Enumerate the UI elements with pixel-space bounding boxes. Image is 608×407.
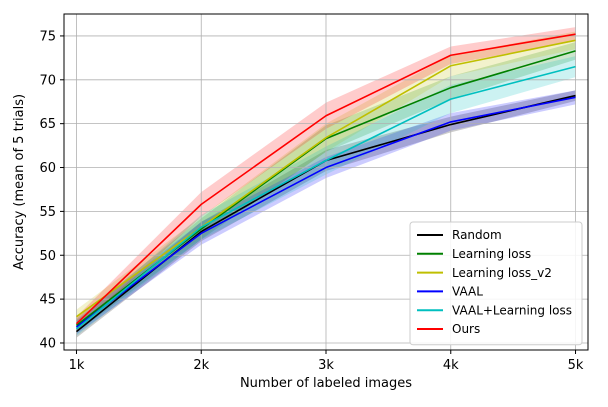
y-axis-label: Accuracy (mean of 5 trials) <box>12 94 27 270</box>
line-vaal-learning-loss <box>75 65 576 330</box>
y-tick-label: 75 <box>39 29 56 44</box>
x-tick-label: 3k <box>318 358 334 373</box>
x-tick-label: 2k <box>193 358 209 373</box>
band-vaal <box>76 90 576 335</box>
legend-item-vaal-learning-loss: VAAL+Learning loss <box>417 303 572 317</box>
legend-label: Random <box>452 228 502 242</box>
y-tick-label: 40 <box>39 336 56 351</box>
x-tick-label: 5k <box>568 358 584 373</box>
line-ours <box>75 33 576 325</box>
confidence-bands <box>76 27 576 338</box>
band-vaal-learning-loss <box>76 56 576 336</box>
band-learning-loss <box>76 42 576 333</box>
y-tick-label: 70 <box>39 73 56 88</box>
line-learning-loss-v2 <box>76 39 576 318</box>
series-lines <box>75 33 576 333</box>
y-tick-label: 60 <box>39 161 56 176</box>
x-tick-label: 1k <box>69 358 85 373</box>
legend-label: Learning loss <box>452 247 531 261</box>
x-tick-label: 4k <box>443 358 459 373</box>
legend-item-learning-loss: Learning loss <box>417 247 531 261</box>
x-ticks: 1k 2k 3k 4k 5k <box>69 350 584 373</box>
legend-label: Ours <box>452 322 480 336</box>
legend-box <box>409 221 583 346</box>
grid <box>64 14 588 350</box>
legend-item-vaal: VAAL <box>417 285 483 299</box>
legend-item-ours: Ours <box>417 322 480 336</box>
y-tick-label: 50 <box>39 249 56 264</box>
legend: Random Learning loss Learning loss_v2 VAAL V… <box>409 221 583 346</box>
x-axis-label: Number of labeled images <box>240 376 412 391</box>
y-ticks: 40 45 50 55 60 65 70 75 <box>39 29 64 351</box>
line-vaal <box>75 96 576 328</box>
legend-item-learning-loss-v2: Learning loss_v2 <box>417 266 552 280</box>
legend-label: Learning loss_v2 <box>452 266 552 280</box>
legend-item-random: Random <box>417 228 502 242</box>
y-tick-label: 65 <box>39 117 56 132</box>
y-tick-label: 55 <box>39 205 56 220</box>
legend-label: VAAL+Learning loss <box>452 303 572 317</box>
legend-label: VAAL <box>452 285 483 299</box>
y-tick-label: 45 <box>39 293 56 308</box>
